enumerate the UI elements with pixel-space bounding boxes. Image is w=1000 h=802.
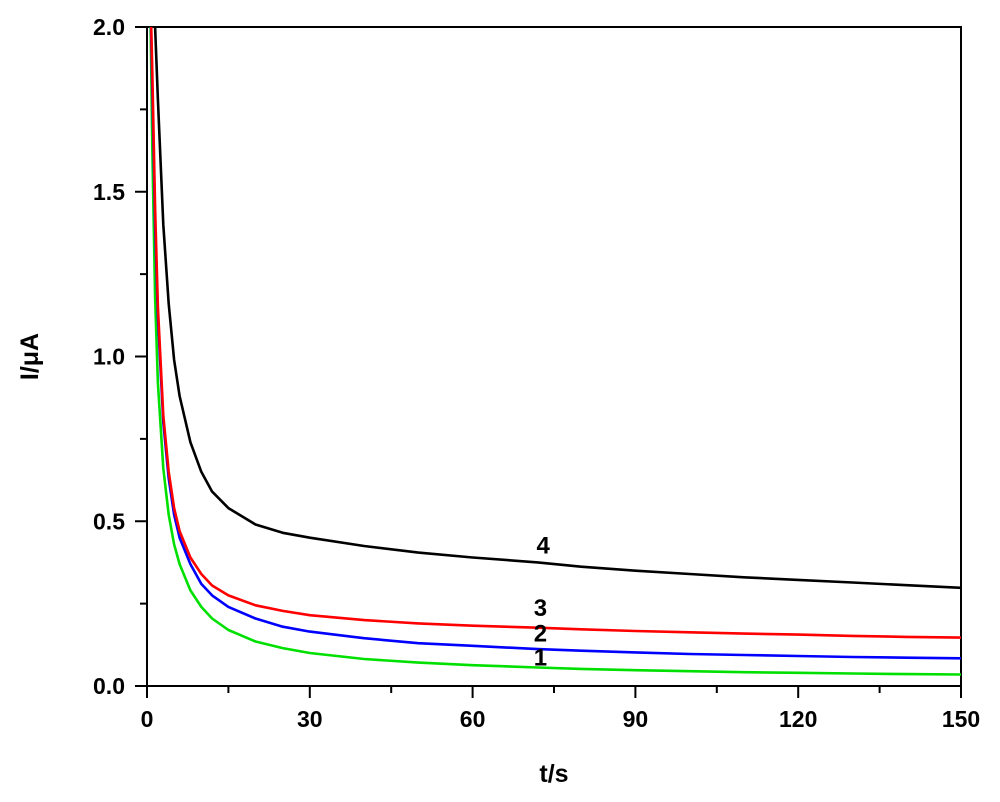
x-tick-label: 90 [623, 706, 649, 732]
curve-label-1: 1 [534, 644, 547, 671]
x-tick-label: 120 [779, 706, 817, 732]
plot-area [146, 26, 962, 687]
series-1-line [149, 27, 961, 676]
curve-label-3: 3 [534, 595, 547, 622]
y-tick-label: 1.5 [93, 179, 125, 205]
x-tick-label: 0 [141, 706, 154, 732]
x-tick-label: 150 [942, 706, 980, 732]
curve-label-4: 4 [536, 532, 550, 559]
y-axis: 0.0 0.5 1.0 1.5 2.0 [93, 14, 147, 699]
series-layer [149, 27, 961, 676]
annotation-layer: 4 321 [534, 532, 551, 671]
series-4-line [153, 27, 961, 590]
y-axis-title: I/μA [16, 333, 44, 380]
y-tick-label: 1.0 [93, 344, 125, 370]
x-axis: 0 30 60 90 120 150 [141, 686, 980, 732]
x-tick-label: 60 [460, 706, 486, 732]
y-tick-label: 0.0 [93, 673, 125, 699]
y-tick-label: 2.0 [93, 14, 125, 40]
x-axis-title: t/s [539, 760, 568, 788]
series-3-line [149, 27, 961, 639]
plot-frame [146, 26, 962, 687]
series-2-line [149, 27, 961, 660]
x-tick-label: 30 [297, 706, 323, 732]
y-tick-label: 0.5 [93, 508, 125, 534]
curve-label-2: 2 [534, 621, 547, 648]
